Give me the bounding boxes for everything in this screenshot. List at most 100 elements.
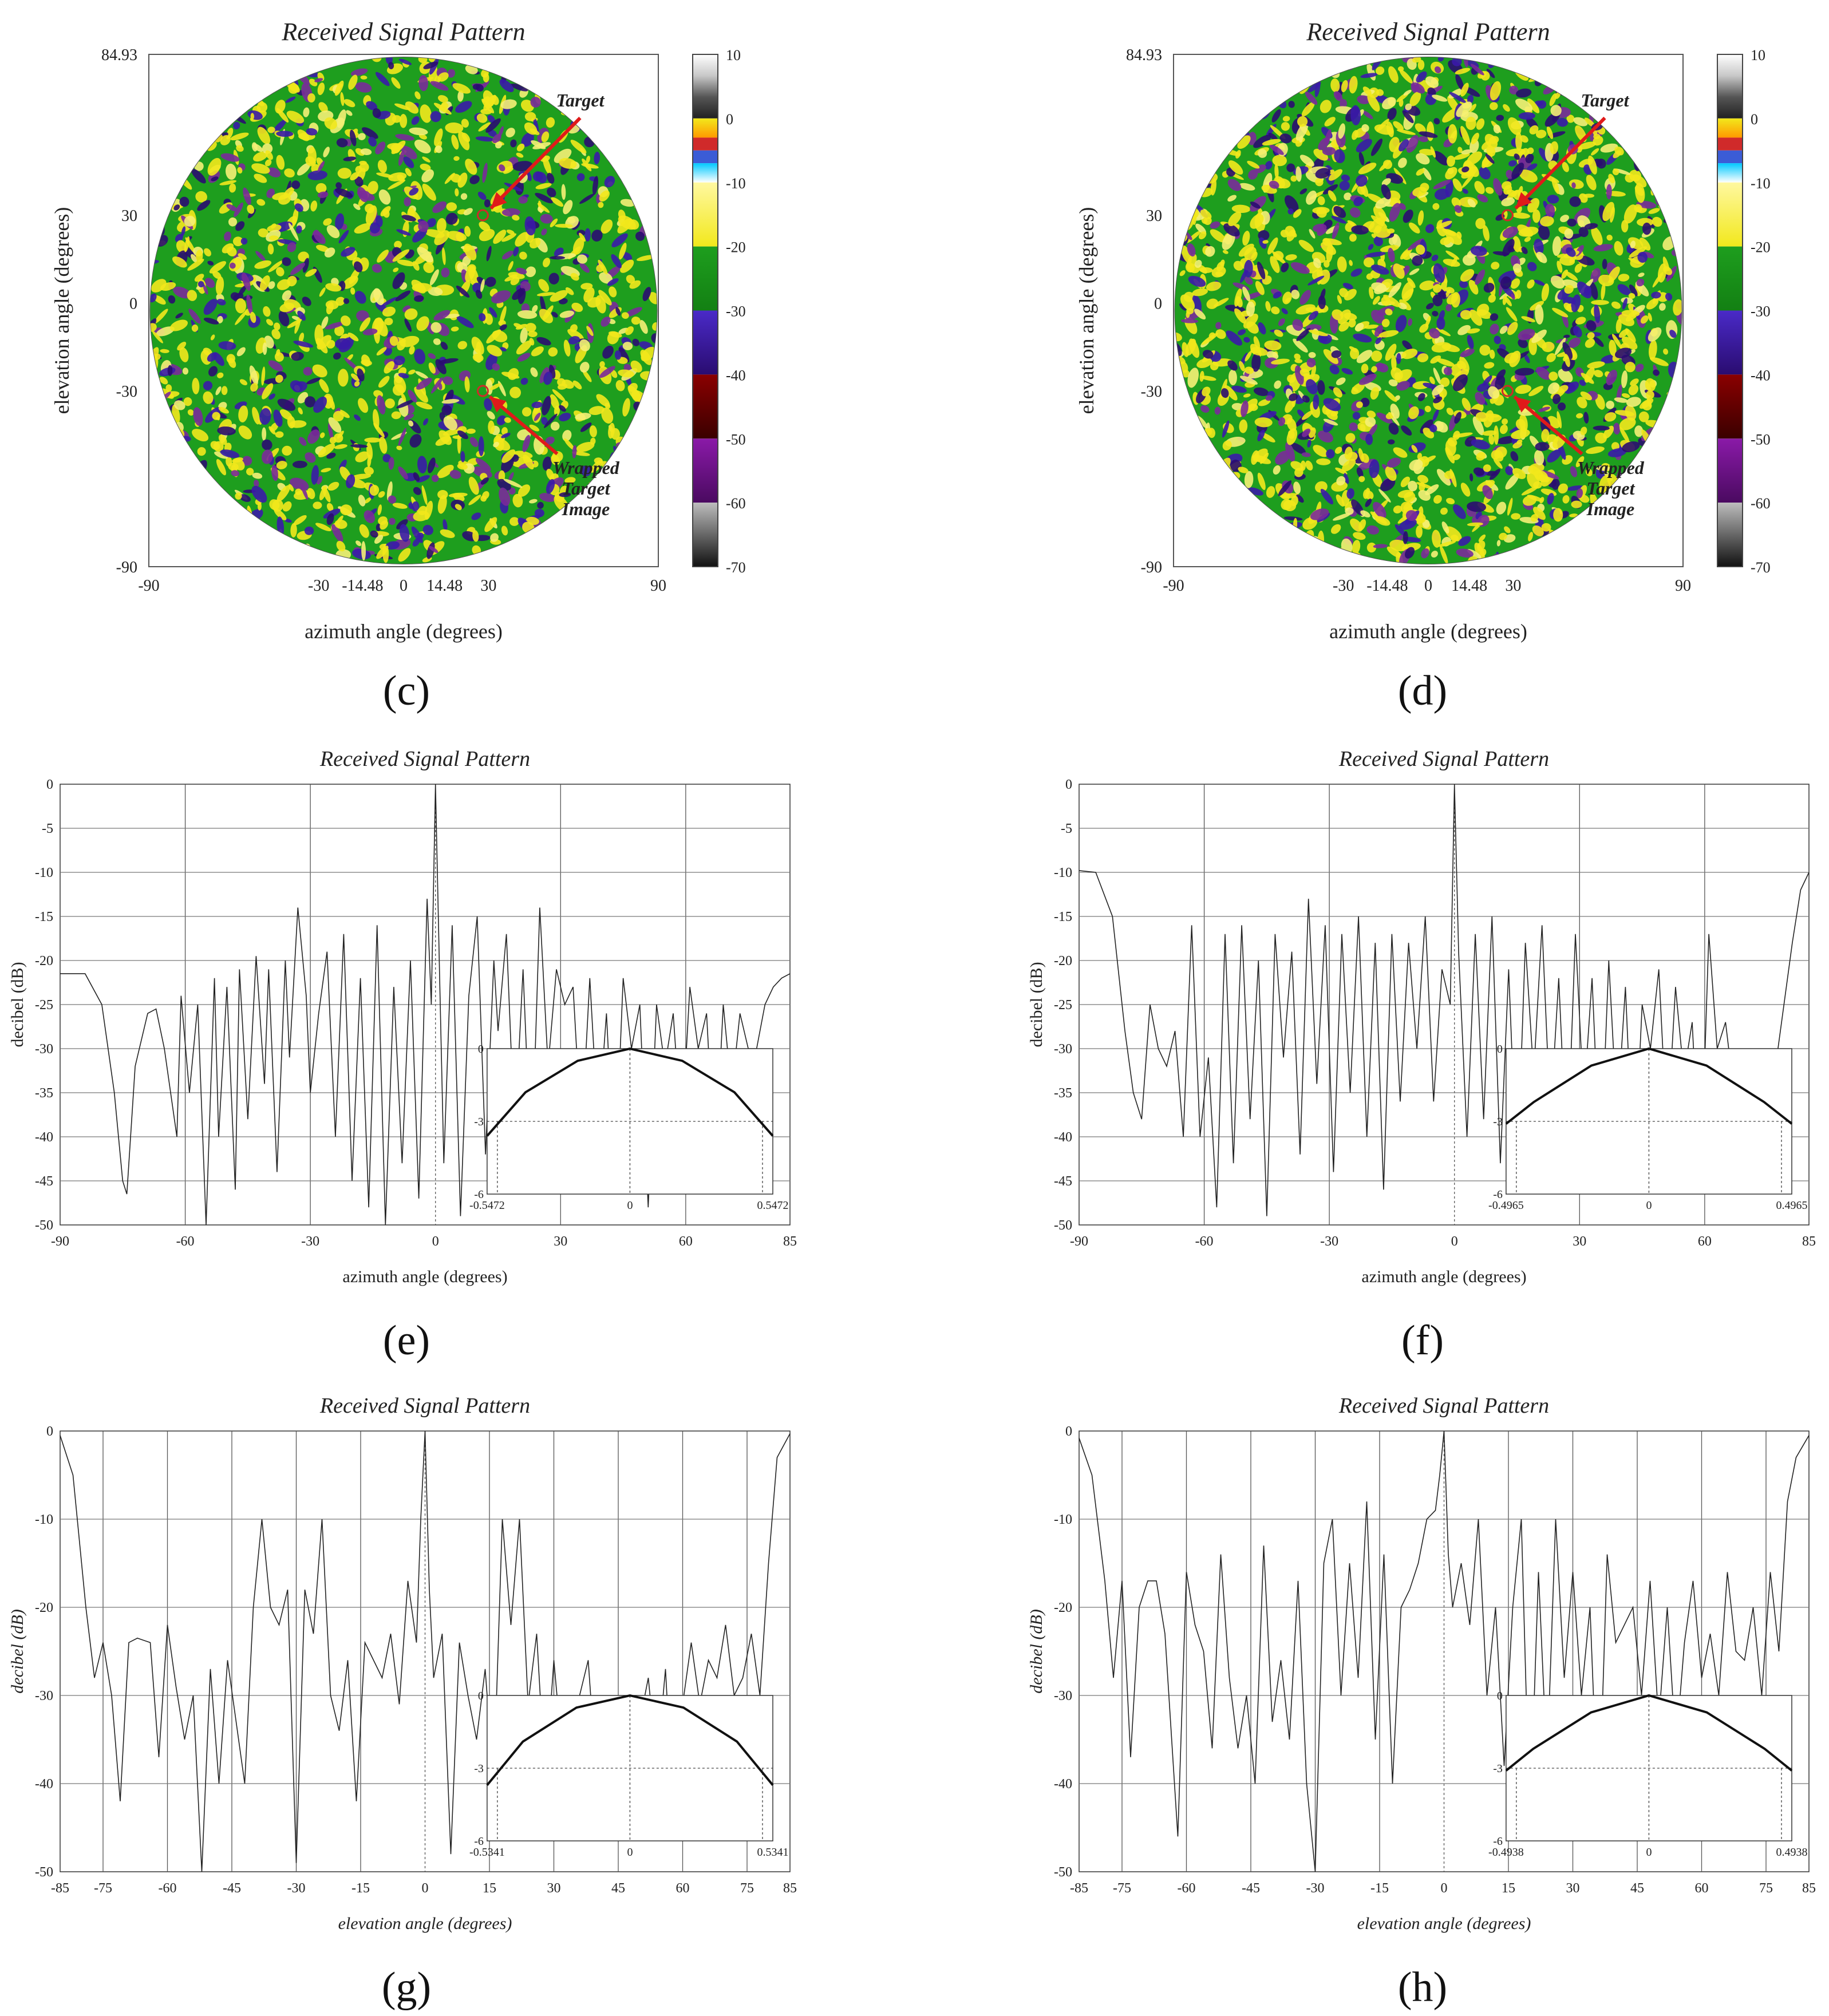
inset-line bbox=[1505, 1047, 1793, 1125]
x-tick-label: 15 bbox=[1502, 1881, 1515, 1896]
x-tick-label: -30 bbox=[287, 1881, 306, 1896]
target-label: Target bbox=[556, 90, 605, 110]
x-tick-label: -75 bbox=[94, 1881, 112, 1896]
y-tick-label: -35 bbox=[1054, 1086, 1072, 1101]
heatmap-chart-d: Received Signal Pattern -90 -30 -14.48 0 14.4… bbox=[1075, 18, 1771, 643]
inset-x-tick-label: 0.5472 bbox=[757, 1199, 789, 1212]
target-arrow bbox=[1514, 116, 1606, 210]
inset-y-tick-label: 0 bbox=[478, 1043, 484, 1056]
colorbar bbox=[692, 54, 718, 567]
y-tick-label: 84.93 bbox=[1126, 46, 1162, 64]
y-tick-label: -40 bbox=[1054, 1777, 1072, 1792]
x-tick-label: 0 bbox=[1441, 1881, 1448, 1896]
inset-x-tick-label: 0.4938 bbox=[1776, 1846, 1808, 1859]
x-tick-label: -30 bbox=[1333, 577, 1354, 595]
colorbar-tick-label: 10 bbox=[1751, 47, 1765, 64]
x-tick-label: -45 bbox=[223, 1881, 241, 1896]
y-axis-label: elevation angle (degrees) bbox=[50, 207, 73, 414]
y-tick-label: -45 bbox=[35, 1174, 53, 1189]
chart-title: Received Signal Pattern bbox=[1338, 747, 1549, 771]
y-tick-label: 0 bbox=[46, 777, 53, 792]
caption-d: (d) bbox=[1397, 667, 1448, 714]
y-tick-label: -30 bbox=[1054, 1042, 1072, 1057]
inset-y-tick-label: -3 bbox=[474, 1762, 484, 1775]
x-tick-label: 0 bbox=[400, 577, 408, 595]
panel-h: Received Signal Pattern -85 -75 -60 -45 -30 -1… bbox=[1019, 1385, 1820, 1933]
inset-line bbox=[486, 1047, 774, 1137]
target-label: Target bbox=[1581, 90, 1629, 110]
chart-title: Received Signal Pattern bbox=[281, 18, 525, 46]
y-tick-label: -30 bbox=[1141, 383, 1162, 401]
x-tick-label: 60 bbox=[1695, 1881, 1709, 1896]
x-tick-label: 30 bbox=[547, 1881, 561, 1896]
heatmap-disk-edge bbox=[149, 57, 658, 564]
x-axis-label: elevation angle (degrees) bbox=[1357, 1914, 1531, 1933]
inset-y-tick-label: 0 bbox=[1497, 1690, 1503, 1702]
heatmap-chart-c: Received Signal Pattern -90 -30 -14.48 0 14.4… bbox=[50, 18, 746, 643]
x-tick-label: 30 bbox=[1573, 1234, 1586, 1249]
colorbar-tick-label: -60 bbox=[726, 495, 746, 512]
inset-x-tick-label: 0.5341 bbox=[757, 1846, 789, 1859]
y-tick-label: -50 bbox=[1054, 1865, 1072, 1880]
x-tick-label: -14.48 bbox=[342, 577, 383, 595]
y-tick-label: -50 bbox=[1054, 1218, 1072, 1233]
x-tick-label: -45 bbox=[1242, 1881, 1260, 1896]
y-axis-label: decibel (dB) bbox=[8, 962, 27, 1047]
y-tick-label: -20 bbox=[1054, 1600, 1072, 1615]
y-tick-label: -90 bbox=[1141, 559, 1162, 576]
x-tick-label: 14.48 bbox=[1451, 577, 1487, 595]
chart-title: Received Signal Pattern bbox=[319, 1394, 530, 1418]
inset-x-tick-label: 0 bbox=[627, 1199, 633, 1212]
inset-x-tick-label: -0.5341 bbox=[469, 1846, 505, 1859]
wrapped-label: Image bbox=[1586, 499, 1635, 519]
x-tick-label: 15 bbox=[483, 1881, 496, 1896]
inset-x-tick-label: -0.5472 bbox=[469, 1199, 505, 1212]
wrapped-label: Wrapped bbox=[552, 457, 620, 478]
inset-chart: -0.4965 0 0.4965 0 -3 -6 bbox=[1488, 1043, 1807, 1212]
y-tick-label: -30 bbox=[35, 1042, 53, 1057]
x-tick-label: 85 bbox=[783, 1234, 797, 1249]
wrapped-arrow bbox=[1513, 395, 1583, 456]
y-axis-label: decibel (dB) bbox=[1027, 962, 1046, 1047]
x-tick-label: -85 bbox=[1070, 1881, 1088, 1896]
y-tick-label: 0 bbox=[1154, 295, 1162, 313]
colorbar-tick-label: 0 bbox=[726, 111, 733, 128]
wrapped-label: Wrapped bbox=[1577, 457, 1645, 478]
inset-y-tick-label: 0 bbox=[478, 1690, 484, 1702]
x-tick-label: 85 bbox=[783, 1881, 797, 1896]
y-tick-label: 30 bbox=[1146, 207, 1162, 225]
inset-chart: -0.5472 0 0.5472 0 -3 -6 bbox=[469, 1043, 788, 1212]
x-tick-label: 75 bbox=[740, 1881, 754, 1896]
colorbar-tick-label: -70 bbox=[1751, 559, 1771, 576]
inset-x-tick-label: 0.4965 bbox=[1776, 1199, 1808, 1212]
y-tick-label: 0 bbox=[1065, 777, 1072, 792]
panel-c: Received Signal Pattern -90 -30 -14.48 0 14.4… bbox=[34, 0, 756, 664]
colorbar-tick-label: -40 bbox=[1751, 367, 1771, 384]
x-tick-label: -90 bbox=[1070, 1234, 1088, 1249]
x-tick-label: -85 bbox=[51, 1881, 69, 1896]
colorbar-tick-label: -10 bbox=[726, 175, 746, 192]
y-tick-label: -5 bbox=[42, 821, 53, 836]
colorbar-tick-label: -50 bbox=[726, 431, 746, 448]
caption-e: (e) bbox=[382, 1317, 430, 1364]
target-marker bbox=[1501, 209, 1514, 222]
colorbar-tick-label: -20 bbox=[1751, 239, 1771, 256]
x-axis-label: azimuth angle (degrees) bbox=[1329, 620, 1527, 643]
y-tick-label: 0 bbox=[129, 295, 137, 313]
x-tick-label: 60 bbox=[679, 1234, 693, 1249]
x-tick-label: -30 bbox=[1320, 1234, 1338, 1249]
x-tick-label: 0 bbox=[432, 1234, 439, 1249]
y-tick-label: 0 bbox=[1065, 1424, 1072, 1439]
series-line bbox=[1079, 1430, 1810, 1872]
colorbar-tick-label: -30 bbox=[726, 303, 746, 320]
y-tick-label: -15 bbox=[35, 910, 53, 924]
y-tick-label: 84.93 bbox=[101, 46, 137, 64]
wrapped-label: Image bbox=[562, 499, 610, 519]
caption-h: (h) bbox=[1397, 1964, 1448, 2011]
x-tick-label: -60 bbox=[1195, 1234, 1214, 1249]
inset-x-tick-label: -0.4965 bbox=[1488, 1199, 1524, 1212]
caption-f: (f) bbox=[1401, 1317, 1444, 1364]
wrapped-label: Target bbox=[1586, 478, 1635, 499]
y-tick-label: -20 bbox=[35, 954, 53, 969]
y-tick-label: 0 bbox=[46, 1424, 53, 1439]
